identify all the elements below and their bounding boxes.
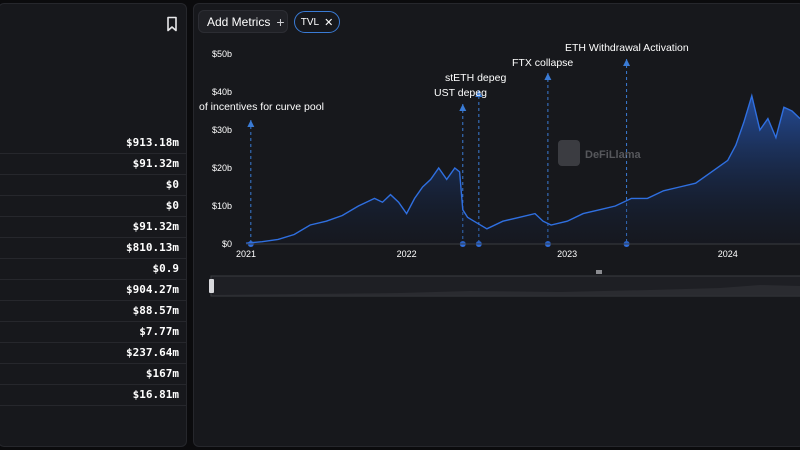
y-tick-label: $40b xyxy=(212,87,232,97)
annotation-arrow-icon xyxy=(623,59,631,66)
stat-value: $0 xyxy=(165,199,179,212)
tvl-chip-label: TVL xyxy=(300,16,320,28)
stat-row: $0 xyxy=(0,196,186,217)
stat-value: $904.27m xyxy=(126,283,179,296)
stat-value: $0 xyxy=(165,178,179,191)
watermark-text: DeFiLlama xyxy=(585,149,642,161)
stat-value: $7.77m xyxy=(139,325,179,338)
add-metrics-label: Add Metrics xyxy=(207,14,271,29)
annotation-label: stETH depeg xyxy=(445,72,506,84)
defillama-watermark: DeFiLlama xyxy=(558,140,642,166)
stat-row: $810.13m xyxy=(0,238,186,259)
y-tick-label: $30b xyxy=(212,125,232,135)
y-tick-label: $0 xyxy=(222,239,232,249)
add-metrics-button[interactable]: Add Metrics + xyxy=(198,10,288,33)
x-tick-label: 2023 xyxy=(557,249,577,259)
stat-row: $0 xyxy=(0,175,186,196)
annotation-arrow-icon xyxy=(247,120,255,127)
brush-top-marker[interactable] xyxy=(596,270,602,274)
stat-value: $0.9 xyxy=(152,262,180,275)
stat-value: $88.57m xyxy=(132,304,179,317)
stat-row: $904.27m xyxy=(0,280,186,301)
stat-row: $88.57m xyxy=(0,301,186,322)
stat-row: $91.32m xyxy=(0,217,186,238)
brush-preview xyxy=(212,285,800,295)
stat-row: $91.32m xyxy=(0,154,186,175)
y-tick-label: $20b xyxy=(212,163,232,173)
stat-row: $7.77m xyxy=(0,322,186,343)
x-tick-label: 2021 xyxy=(236,249,256,259)
bookmark-icon[interactable] xyxy=(165,16,179,32)
annotation-label: UST depeg xyxy=(434,87,487,99)
annotation-arrow-icon xyxy=(544,73,552,80)
defillama-logo-icon xyxy=(558,140,580,166)
stat-value: $91.32m xyxy=(132,220,179,233)
tvl-line xyxy=(245,93,800,244)
stat-value: $167m xyxy=(145,367,179,380)
stat-row: $0.9 xyxy=(0,259,186,280)
stat-value: $913.18m xyxy=(126,136,179,149)
annotation-arrow-icon xyxy=(475,90,483,97)
x-tick-label: 2024 xyxy=(718,249,738,259)
stat-row: $237.64m xyxy=(0,343,186,364)
tvl-metric-chip[interactable]: TVL ✕ xyxy=(294,11,340,33)
close-icon[interactable]: ✕ xyxy=(324,16,334,29)
stat-value: $237.64m xyxy=(126,346,179,359)
y-tick-label: $50b xyxy=(212,49,232,59)
annotation-label: of incentives for curve pool xyxy=(199,101,324,113)
protocol-stats-panel: $913.18m $91.32m $0 $0 $91.32m $810.13m $0.9 $9… xyxy=(0,3,187,447)
stat-row: $167m xyxy=(0,364,186,385)
y-tick-label: $10b xyxy=(212,201,232,211)
plus-icon: + xyxy=(276,13,285,30)
annotation-label: ETH Withdrawal Activation xyxy=(565,42,689,54)
annotation-arrow-icon xyxy=(459,104,467,111)
stat-value: $16.81m xyxy=(132,388,179,401)
stat-value: $91.32m xyxy=(132,157,179,170)
stat-row: $16.81m xyxy=(0,385,186,406)
annotation-label: FTX collapse xyxy=(512,57,573,69)
tvl-area xyxy=(246,95,800,244)
stat-row: $913.18m xyxy=(0,133,186,154)
x-tick-label: 2022 xyxy=(397,249,417,259)
range-brush[interactable] xyxy=(209,270,800,297)
brush-handle-left[interactable] xyxy=(209,279,214,293)
stat-value: $810.13m xyxy=(126,241,179,254)
